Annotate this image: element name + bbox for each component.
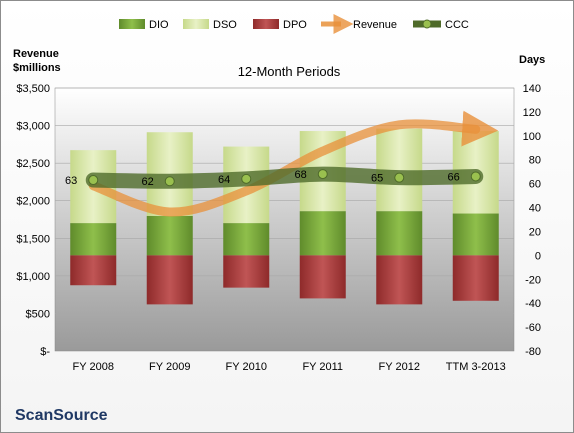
ccc-point <box>164 176 175 187</box>
left-axis-label-line1: Revenue <box>13 48 59 60</box>
gridlines <box>55 87 514 314</box>
left-tick-label: $1,500 <box>16 233 50 245</box>
right-tick-label: 60 <box>529 179 541 191</box>
legend-label-dso: DSO <box>213 19 237 31</box>
dio-bar <box>452 213 499 256</box>
dio-bar <box>223 223 270 256</box>
x-tick-label: FY 2010 <box>226 361 267 373</box>
left-tick-label: $2,500 <box>16 158 50 170</box>
dpo-bar <box>223 255 270 288</box>
right-tick-label: 80 <box>529 155 541 167</box>
dpo-bar <box>452 255 499 301</box>
right-tick-label: -20 <box>525 274 541 286</box>
legend-swatch-dpo <box>253 19 279 29</box>
left-tick-label: $1,000 <box>16 271 50 283</box>
legend-marker-ccc <box>422 19 432 29</box>
ccc-point <box>470 171 481 182</box>
ccc-data-label: 68 <box>295 169 307 181</box>
ccc-data-label: 63 <box>65 175 77 187</box>
left-tick-label: $500 <box>26 308 50 320</box>
dpo-bar <box>376 255 423 305</box>
x-tick-label: FY 2011 <box>302 361 343 373</box>
legend-swatch-dso <box>183 19 209 29</box>
x-tick-label: FY 2009 <box>149 361 190 373</box>
left-tick-label: $2,000 <box>16 196 50 208</box>
ccc-point <box>88 175 99 186</box>
right-tick-label: 40 <box>529 203 541 215</box>
ccc-data-label: 62 <box>142 176 154 188</box>
legend-label-dio: DIO <box>149 19 169 31</box>
left-axis-label-line2: $millions <box>13 62 61 74</box>
left-tick-label: $3,500 <box>16 83 50 95</box>
dpo-bar <box>299 255 346 299</box>
ccc-point <box>317 169 328 180</box>
ccc-data-label: 64 <box>218 174 230 186</box>
lines: 63 62 64 68 65 66 <box>65 110 499 217</box>
legend-item-revenue: Revenue <box>321 14 397 34</box>
legend-item-ccc: CCC <box>413 19 469 31</box>
dpo-bar <box>70 255 117 286</box>
legend-label-revenue: Revenue <box>353 19 397 31</box>
x-tick-label: FY 2012 <box>379 361 420 373</box>
ccc-point <box>394 172 405 183</box>
x-axis-labels: FY 2008 FY 2009 FY 2010 FY 2011 FY 2012 TTM 3… <box>73 361 506 373</box>
right-tick-label: 100 <box>523 131 541 143</box>
dio-bar <box>376 211 423 256</box>
x-tick-label: FY 2008 <box>73 361 114 373</box>
right-tick-label: 140 <box>523 83 541 95</box>
left-tick-label: $- <box>40 346 50 358</box>
right-tick-label: -80 <box>525 346 541 358</box>
right-tick-label: 20 <box>529 226 541 238</box>
right-tick-label: 120 <box>523 107 541 119</box>
legend: DIO DSO DPO Revenue CCC <box>119 14 469 34</box>
right-tick-label: -60 <box>525 322 541 334</box>
dio-bar <box>70 223 117 256</box>
right-axis-label: Days <box>519 54 545 66</box>
company-name: ScanSource <box>15 407 108 424</box>
ccc-data-label: 66 <box>448 171 460 183</box>
dio-bar <box>146 215 193 256</box>
dio-bar <box>299 211 346 256</box>
plot-area <box>54 87 515 352</box>
dpo-bar <box>146 255 193 305</box>
legend-label-ccc: CCC <box>445 19 469 31</box>
right-tick-label: -40 <box>525 298 541 310</box>
right-tick-label: 0 <box>535 250 541 262</box>
legend-item-dso: DSO <box>183 19 237 31</box>
legend-label-dpo: DPO <box>283 19 307 31</box>
ccc-line <box>85 166 484 189</box>
right-axis-ticks: -80 -60 -40 -20 0 20 40 60 80 100 120 140 <box>523 83 541 358</box>
legend-item-dpo: DPO <box>253 19 307 31</box>
x-tick-label: TTM 3-2013 <box>446 361 506 373</box>
ccc-point <box>241 173 252 184</box>
legend-swatch-dio <box>119 19 145 29</box>
chart-title: 12-Month Periods <box>238 64 341 79</box>
ccc-data-label: 65 <box>371 173 383 185</box>
legend-item-dio: DIO <box>119 19 169 31</box>
left-tick-label: $3,000 <box>16 121 50 133</box>
left-axis-ticks: $- $500 $1,000 $1,500 $2,000 $2,500 $3,000 $3,5… <box>16 83 50 358</box>
